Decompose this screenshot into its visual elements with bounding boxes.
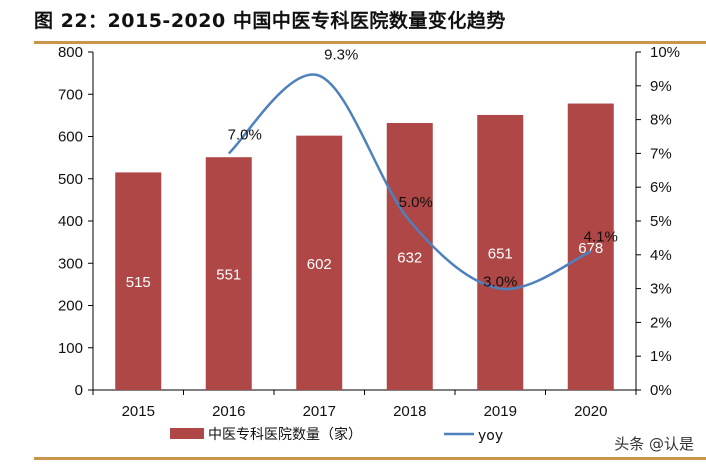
bar-2017: [296, 135, 343, 390]
x-tick-label: 2016: [212, 403, 245, 420]
right-tick-label: 4%: [650, 247, 672, 264]
bar-2015: [115, 172, 162, 390]
left-tick-label: 400: [58, 213, 83, 230]
left-tick-label: 600: [58, 129, 83, 146]
left-tick-label: 200: [58, 298, 83, 315]
left-tick-label: 0: [75, 382, 83, 399]
chart-title: 图 22：2015-2020 中国中医专科医院数量变化趋势: [34, 10, 506, 32]
right-tick-label: 10%: [650, 44, 680, 61]
yoy-data-label: 3.0%: [483, 274, 517, 291]
right-tick-label: 7%: [650, 145, 672, 162]
right-tick-label: 5%: [650, 213, 672, 230]
legend-label-line: yoy: [478, 428, 503, 444]
right-tick-label: 0%: [650, 382, 672, 399]
yoy-data-label: 7.0%: [228, 126, 262, 143]
left-tick-label: 800: [58, 44, 83, 61]
x-tick-label: 2015: [122, 403, 155, 420]
x-tick-label: 2020: [574, 403, 607, 420]
yoy-data-label: 4.1%: [584, 228, 618, 245]
yoy-data-label: 9.3%: [324, 47, 358, 64]
watermark: 头条 @认是: [614, 435, 694, 453]
legend-swatch-bar: [170, 428, 204, 439]
legend-label-bar: 中医专科医院数量（家）: [208, 426, 362, 443]
yoy-line: [227, 73, 592, 291]
bar-2020: [567, 103, 614, 391]
top-rule: [34, 41, 706, 44]
right-tick-label: 2%: [650, 314, 672, 331]
left-tick-label: 100: [58, 340, 83, 357]
bottom-rule: [34, 457, 706, 460]
right-tick-label: 9%: [650, 78, 672, 95]
bar-2019: [477, 114, 524, 390]
x-tick-label: 2017: [303, 403, 336, 420]
yoy-data-label: 5.0%: [399, 194, 433, 211]
x-tick-label: 2018: [393, 403, 426, 420]
bar-data-label: 632: [397, 249, 422, 266]
right-tick-label: 3%: [650, 281, 672, 298]
right-tick-label: 6%: [650, 179, 672, 196]
right-tick-label: 1%: [650, 348, 672, 365]
right-tick-label: 8%: [650, 112, 672, 129]
left-tick-label: 500: [58, 171, 83, 188]
bar-2018: [386, 122, 433, 390]
left-tick-label: 700: [58, 86, 83, 103]
bar-data-label: 602: [307, 256, 332, 273]
left-tick-label: 300: [58, 255, 83, 272]
bar-2016: [205, 157, 252, 390]
x-tick-label: 2019: [484, 403, 517, 420]
bar-data-label: 515: [126, 274, 151, 291]
bar-data-label: 551: [216, 267, 241, 284]
bar-data-label: 651: [488, 245, 513, 262]
bar-data-label: 678: [578, 240, 603, 257]
